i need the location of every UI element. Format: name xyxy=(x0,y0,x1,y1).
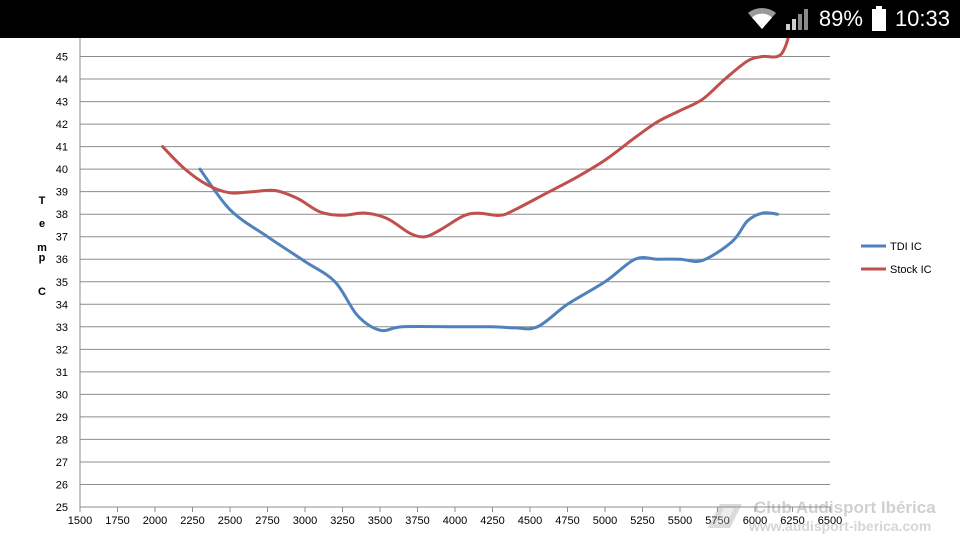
legend-label-tdi-ic: TDI IC xyxy=(890,241,922,253)
wifi-icon xyxy=(747,7,777,31)
series-line-tdi-ic xyxy=(198,167,779,333)
x-tick-label: 5250 xyxy=(630,515,654,527)
x-tick-label: 3250 xyxy=(330,515,354,527)
status-bar: 89% 10:33 xyxy=(0,0,960,38)
x-tick-label: 2750 xyxy=(255,515,279,527)
y-tick-label: 43 xyxy=(56,97,68,109)
x-tick-label: 5000 xyxy=(593,515,617,527)
y-tick-label: 41 xyxy=(56,142,68,154)
signal-icon xyxy=(785,7,811,31)
x-tick-label: 4500 xyxy=(518,515,542,527)
x-tick-label: 4250 xyxy=(480,515,504,527)
x-tick-label: 2000 xyxy=(143,515,167,527)
legend-label-stock-ic: Stock IC xyxy=(890,264,932,276)
status-indicators: 89% 10:33 xyxy=(747,0,950,38)
watermark-title: Club Audisport Ibérica xyxy=(754,498,936,517)
y-tick-label: 27 xyxy=(56,457,68,469)
x-tick-label: 2500 xyxy=(218,515,242,527)
x-tick-label: 6500 xyxy=(818,515,842,527)
x-tick-label: 4750 xyxy=(555,515,579,527)
y-tick-label: 40 xyxy=(56,164,68,176)
y-axis-title-letter: e xyxy=(39,218,45,230)
y-axis-title-letter: C xyxy=(38,286,46,298)
temperature-line-chart: 25 26 27 28 29 30 31 32 33 34 35 36 37 38 39 40 41 42 43 44… xyxy=(37,29,932,527)
y-tick-label: 26 xyxy=(56,479,68,491)
y-tick-label: 39 xyxy=(56,187,68,199)
club-logo xyxy=(708,504,742,528)
y-tick-label: 44 xyxy=(56,74,68,86)
chart-area: 25 26 27 28 29 30 31 32 33 34 35 36 37 38 39 40 41 42 43 44… xyxy=(0,29,960,540)
x-tick-label: 1500 xyxy=(68,515,92,527)
y-tick-label: 32 xyxy=(56,344,68,356)
x-tick-label: 3750 xyxy=(405,515,429,527)
y-tick-label: 46 xyxy=(56,38,68,41)
x-tick-label: 5750 xyxy=(705,515,729,527)
x-tick-label: 5500 xyxy=(668,515,692,527)
x-tick-label: 6000 xyxy=(743,515,767,527)
y-axis-title-letter: p xyxy=(39,252,46,264)
x-tick-label: 4000 xyxy=(443,515,467,527)
y-tick-label: 30 xyxy=(56,389,68,401)
clock: 10:33 xyxy=(894,6,950,31)
y-tick-label: 35 xyxy=(56,277,68,289)
y-tick-label: 45 xyxy=(56,52,68,64)
y-tick-label: 33 xyxy=(56,322,68,334)
y-tick-label: 42 xyxy=(56,119,68,131)
y-tick-label: 31 xyxy=(56,367,68,379)
watermark: Club Audisport Ibérica www.audisport-ibe… xyxy=(704,498,954,538)
battery-percent: 89% xyxy=(818,6,863,31)
x-tick-label: 3000 xyxy=(293,515,317,527)
y-tick-label: 36 xyxy=(56,254,68,266)
y-tick-label: 38 xyxy=(56,209,68,221)
series-line-stock-ic xyxy=(161,38,790,239)
x-tick-label: 3500 xyxy=(368,515,392,527)
y-tick-label: 34 xyxy=(56,299,68,311)
y-tick-label: 28 xyxy=(56,434,68,446)
y-axis-title-letter: m xyxy=(37,242,47,254)
watermark-url: www.audisport-iberica.com xyxy=(749,518,932,534)
y-tick-label: 37 xyxy=(56,232,68,244)
x-tick-label: 2250 xyxy=(180,515,204,527)
y-tick-label: 29 xyxy=(56,412,68,424)
y-axis-title-letter: T xyxy=(39,195,46,207)
x-tick-label: 6250 xyxy=(780,515,804,527)
x-tick-label: 1750 xyxy=(105,515,129,527)
y-tick-label: 25 xyxy=(56,502,68,514)
battery-icon xyxy=(871,6,887,32)
